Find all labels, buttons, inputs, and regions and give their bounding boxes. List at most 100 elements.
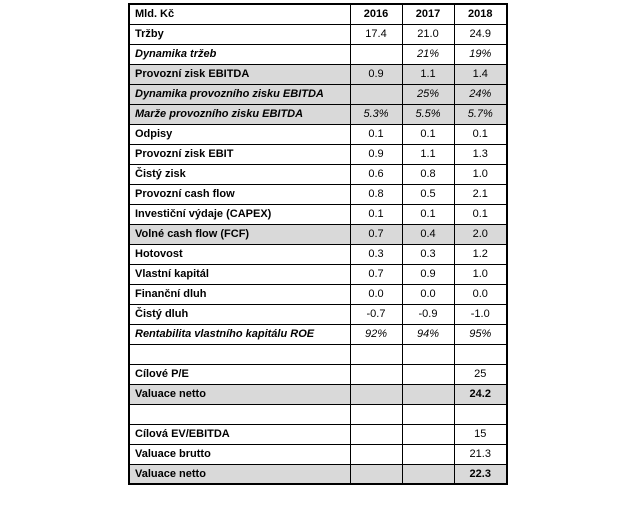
row-value: 22.3 (453, 463, 508, 485)
table-row: Valuace netto 22.3 (128, 463, 508, 485)
row-label: Investiční výdaje (CAPEX) (128, 203, 351, 225)
table-row: Provozní zisk EBITDA 0.9 1.1 1.4 (128, 63, 508, 85)
row-value: 1.3 (453, 143, 508, 165)
row-value: 0.1 (401, 203, 455, 225)
table-row: Valuace brutto 21.3 (128, 443, 508, 465)
row-value (349, 383, 403, 405)
row-value (401, 363, 455, 385)
row-value: 0.1 (401, 123, 455, 145)
row-value: 1.1 (401, 63, 455, 85)
row-label: Hotovost (128, 243, 351, 265)
table-row: Čistý zisk 0.6 0.8 1.0 (128, 163, 508, 185)
table-row: Čistý dluh -0.7 -0.9 -1.0 (128, 303, 508, 325)
row-value: 24.9 (453, 23, 508, 45)
row-value (401, 423, 455, 445)
table-body: Tržby 17.4 21.0 24.9 Dynamika tržeb 21% 19% Pro… (128, 23, 508, 485)
table-row: Investiční výdaje (CAPEX) 0.1 0.1 0.1 (128, 203, 508, 225)
row-label: Volné cash flow (FCF) (128, 223, 351, 245)
row-label: Valuace brutto (128, 443, 351, 465)
table-row: Hotovost 0.3 0.3 1.2 (128, 243, 508, 265)
row-value: 1.4 (453, 63, 508, 85)
row-value: 0.9 (349, 143, 403, 165)
row-value: 0.9 (401, 263, 455, 285)
table-row: Provozní cash flow 0.8 0.5 2.1 (128, 183, 508, 205)
row-label: Marže provozního zisku EBITDA (128, 103, 351, 125)
row-value: 5.7% (453, 103, 508, 125)
table-row: Odpisy 0.1 0.1 0.1 (128, 123, 508, 145)
row-label: Provozní zisk EBITDA (128, 63, 351, 85)
row-label (128, 343, 351, 365)
row-label: Provozní cash flow (128, 183, 351, 205)
row-value (401, 383, 455, 405)
row-value: -0.9 (401, 303, 455, 325)
row-value: 0.8 (401, 163, 455, 185)
row-value: 21.0 (401, 23, 455, 45)
table-row: Cílové P/E 25 (128, 363, 508, 385)
row-value: 92% (349, 323, 403, 345)
unit-header: Mld. Kč (128, 3, 351, 25)
row-value: 0.3 (401, 243, 455, 265)
row-value (453, 343, 508, 365)
row-value (401, 463, 455, 485)
row-label: Vlastní kapitál (128, 263, 351, 285)
row-value (349, 443, 403, 465)
row-value (401, 403, 455, 425)
row-value: 1.0 (453, 163, 508, 185)
row-label: Valuace netto (128, 463, 351, 485)
row-value: 19% (453, 43, 508, 65)
table-row: Marže provozního zisku EBITDA 5.3% 5.5% 5.7… (128, 103, 508, 125)
row-value (401, 443, 455, 465)
row-value: 0.0 (453, 283, 508, 305)
row-value: 5.3% (349, 103, 403, 125)
row-value: 25% (401, 83, 455, 105)
row-value: 0.7 (349, 223, 403, 245)
row-value (349, 43, 403, 65)
year-header-2016: 2016 (349, 3, 403, 25)
row-value (349, 403, 403, 425)
row-value: 0.1 (349, 123, 403, 145)
table-row: Provozní zisk EBIT 0.9 1.1 1.3 (128, 143, 508, 165)
table-row: Finanční dluh 0.0 0.0 0.0 (128, 283, 508, 305)
row-value (349, 363, 403, 385)
row-value: 0.6 (349, 163, 403, 185)
row-value: 0.5 (401, 183, 455, 205)
row-value: 95% (453, 323, 508, 345)
row-label: Čistý zisk (128, 163, 351, 185)
table-row: Volné cash flow (FCF) 0.7 0.4 2.0 (128, 223, 508, 245)
row-value: -0.7 (349, 303, 403, 325)
row-value: 0.1 (349, 203, 403, 225)
table-row: Dynamika provozního zisku EBITDA 25% 24% (128, 83, 508, 105)
row-value (349, 423, 403, 445)
row-value: 15 (453, 423, 508, 445)
row-value: 0.9 (349, 63, 403, 85)
table-row: Dynamika tržeb 21% 19% (128, 43, 508, 65)
row-label: Odpisy (128, 123, 351, 145)
table-row-empty (128, 343, 508, 365)
row-value: 1.2 (453, 243, 508, 265)
row-value: 0.1 (453, 203, 508, 225)
row-label: Finanční dluh (128, 283, 351, 305)
row-value: 21% (401, 43, 455, 65)
row-label: Dynamika provozního zisku EBITDA (128, 83, 351, 105)
table-row: Tržby 17.4 21.0 24.9 (128, 23, 508, 45)
year-header-2017: 2017 (401, 3, 455, 25)
row-label: Cílová EV/EBITDA (128, 423, 351, 445)
row-value (401, 343, 455, 365)
row-value: 21.3 (453, 443, 508, 465)
row-value: 0.4 (401, 223, 455, 245)
row-value: 25 (453, 363, 508, 385)
row-value: 0.0 (401, 283, 455, 305)
row-value: 0.8 (349, 183, 403, 205)
row-value (453, 403, 508, 425)
row-label: Valuace netto (128, 383, 351, 405)
row-value: 24.2 (453, 383, 508, 405)
row-value (349, 83, 403, 105)
row-value (349, 343, 403, 365)
row-value: 2.1 (453, 183, 508, 205)
row-value: 94% (401, 323, 455, 345)
row-value: 0.3 (349, 243, 403, 265)
row-value: 2.0 (453, 223, 508, 245)
table-row: Valuace netto 24.2 (128, 383, 508, 405)
row-label: Provozní zisk EBIT (128, 143, 351, 165)
row-value: 0.7 (349, 263, 403, 285)
